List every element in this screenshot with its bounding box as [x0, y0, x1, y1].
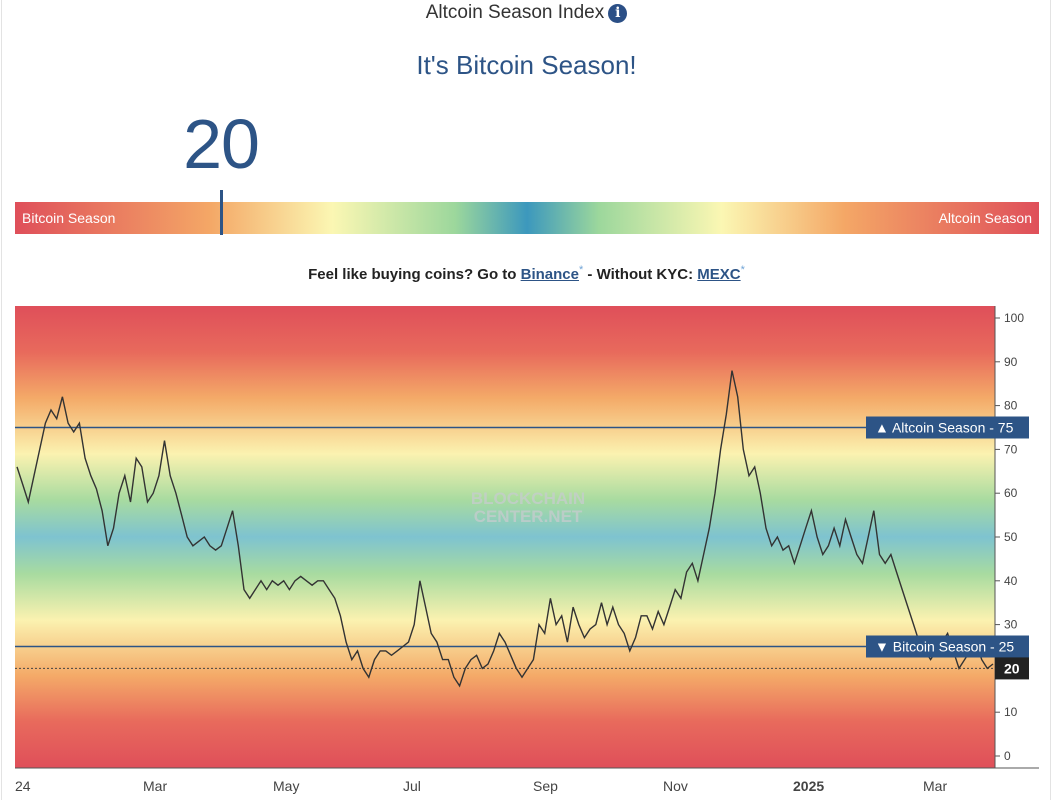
promo-middle: - Without KYC: [583, 266, 698, 283]
page-title: Altcoin Season Index i [0, 2, 1053, 24]
y-tick-label: 70 [1004, 442, 1018, 456]
y-tick-label: 30 [1004, 618, 1018, 632]
promo-banner: Feel like buying coins? Go to Binance* -… [0, 264, 1053, 283]
season-gauge: Bitcoin Season Altcoin Season [15, 202, 1039, 234]
binance-asterisk: * [578, 264, 584, 276]
y-tick-label: 100 [1004, 311, 1024, 325]
page-border-left [1, 0, 2, 800]
chart-svg: BLOCKCHAIN CENTER.NET 0 10 20 30 40 50 60 70 80 9… [15, 306, 1039, 794]
watermark-line-2: CENTER.NET [474, 507, 583, 526]
reference-flag-label: ▲ Altcoin Season - 75 [875, 420, 1014, 436]
x-tick-label: May [273, 778, 299, 794]
y-tick-label: 50 [1004, 530, 1018, 544]
mexc-asterisk: * [740, 264, 745, 276]
y-tick-label: 90 [1004, 355, 1018, 369]
season-headline: It's Bitcoin Season! [416, 50, 637, 80]
x-tick-label: 24 [15, 778, 31, 794]
gauge-label-bitcoin: Bitcoin Season [22, 210, 116, 226]
y-tick-label: 80 [1004, 399, 1018, 413]
gauge-label-altcoin: Altcoin Season [938, 210, 1032, 226]
x-tick-label: Sep [533, 778, 558, 794]
reference-flag [866, 635, 1029, 658]
promo-prefix: Feel like buying coins? Go to [308, 266, 521, 283]
page-border-right [1050, 0, 1051, 800]
chart-background [15, 306, 995, 768]
x-tick-label: 2025 [793, 778, 824, 794]
mexc-link[interactable]: MEXC [697, 266, 741, 283]
x-tick-label: Mar [923, 778, 947, 794]
current-value-label: 20 [1004, 660, 1020, 676]
x-tick-label: Nov [663, 778, 688, 794]
watermark: BLOCKCHAIN CENTER.NET [471, 489, 585, 526]
x-tick-label: Mar [143, 778, 167, 794]
y-tick-label: 60 [1004, 486, 1018, 500]
gauge-needle [220, 190, 223, 235]
watermark-line-1: BLOCKCHAIN [471, 489, 585, 508]
binance-link[interactable]: Binance [520, 266, 579, 283]
index-value: 20 [183, 105, 260, 183]
reference-flag [866, 416, 1029, 439]
title-text: Altcoin Season Index [425, 2, 605, 23]
altcoin-index-chart: BLOCKCHAIN CENTER.NET 0 10 20 30 40 50 60 70 80 9… [15, 306, 1039, 800]
current-value-flag [995, 657, 1029, 680]
y-tick-label: 0 [1004, 749, 1011, 763]
series-line [16, 370, 994, 688]
y-tick-label: 40 [1004, 574, 1018, 588]
reference-flag-label: ▼ Bitcoin Season - 25 [875, 639, 1014, 655]
info-icon[interactable]: i [608, 4, 628, 23]
y-tick-label: 10 [1004, 705, 1018, 719]
x-tick-label: Jul [403, 778, 421, 794]
